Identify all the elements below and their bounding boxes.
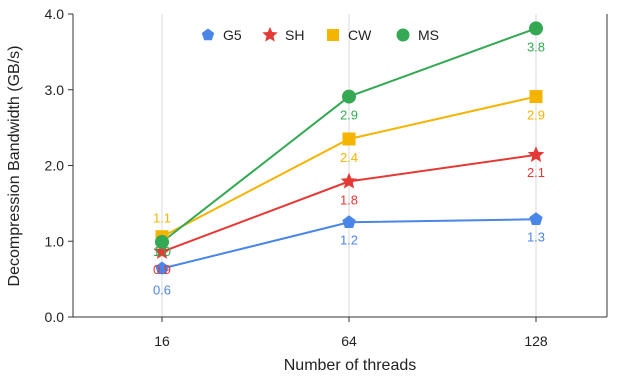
- data-label-cw: 1.1: [153, 211, 171, 226]
- data-point-ms: [155, 235, 169, 250]
- y-tick-label: 3.0: [45, 82, 65, 98]
- data-point-cw: [529, 90, 543, 104]
- legend-marker-sh: [262, 26, 278, 42]
- data-label-g5: 0.6: [153, 283, 171, 298]
- data-label-sh: 2.1: [527, 165, 545, 180]
- legend-label-ms: MS: [418, 27, 439, 43]
- data-label-g5: 1.3: [527, 229, 545, 244]
- y-tick-label: 2.0: [45, 158, 65, 174]
- y-tick-label: 0.0: [45, 309, 65, 325]
- x-tick-label: 64: [341, 333, 357, 349]
- data-point-sh: [340, 172, 358, 189]
- x-tick-label: 16: [154, 333, 170, 349]
- data-label-g5: 1.2: [340, 232, 358, 247]
- y-axis: 0.0 1.0 2.0 3.0 4.0: [45, 6, 74, 325]
- data-label-ms: 2.9: [340, 108, 358, 123]
- data-point-ms: [529, 21, 543, 36]
- grid-lines: [161, 14, 537, 317]
- x-axis-label: Number of threads: [284, 357, 417, 374]
- y-tick-label: 1.0: [45, 233, 65, 249]
- data-label-sh: 0.9: [153, 262, 171, 277]
- data-point-sh: [153, 243, 171, 259]
- x-axis: 16 64 128: [73, 14, 608, 349]
- data-label-cw: 2.9: [527, 108, 545, 123]
- y-tick-label: 4.0: [45, 6, 65, 22]
- data-label-cw: 2.4: [340, 150, 358, 165]
- legend-label-sh: SH: [285, 27, 304, 43]
- data-point-g5: [155, 261, 169, 275]
- data-point-g5: [342, 215, 356, 228]
- data-point-sh: [527, 146, 545, 162]
- data-label-ms: 1.0: [153, 244, 171, 259]
- series-group: [153, 21, 545, 275]
- data-label-sh: 1.8: [340, 192, 358, 207]
- legend-label-g5: G5: [223, 27, 242, 43]
- x-tick-label: 128: [524, 333, 548, 349]
- data-label-ms: 3.8: [527, 39, 545, 54]
- legend-marker-cw: [327, 29, 339, 41]
- data-point-g5: [529, 212, 543, 225]
- data-labels: 0.6 1.2 1.3 0.9 1.8 2.1 1.1 2.4 2.9 1.0 2.9 3.8: [153, 39, 545, 297]
- legend: G5 SH CW MS: [201, 26, 439, 43]
- data-point-cw: [342, 132, 356, 146]
- y-axis-label: Decompression Bandwidth (GB/s): [6, 46, 23, 287]
- data-point-ms: [342, 89, 356, 104]
- legend-label-cw: CW: [348, 27, 372, 43]
- legend-marker-g5: [201, 28, 215, 41]
- legend-marker-ms: [396, 28, 410, 42]
